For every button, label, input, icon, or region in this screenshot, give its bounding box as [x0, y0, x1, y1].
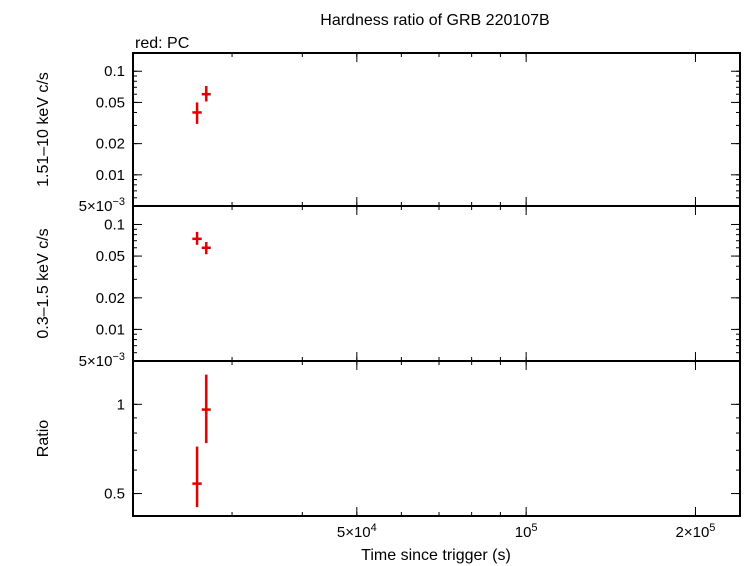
y-tick-label: 1 [117, 396, 125, 413]
chart-panels: 0.10.050.020.015×10−31.51–10 keV c/s0.10… [35, 52, 741, 541]
y-tick-label: 0.05 [96, 94, 125, 111]
panel-frame [132, 205, 741, 362]
panel-ratio: 1 0.5 Ratio [35, 360, 741, 517]
data-point [192, 446, 202, 508]
y-tick-label: 0.01 [96, 167, 125, 184]
data-point [201, 86, 211, 102]
y-tick-label: 0.01 [96, 321, 125, 338]
y-axis-label-ratio: Ratio [35, 420, 52, 457]
x-axis-label: Time since trigger (s) [361, 547, 511, 564]
data-point [192, 231, 202, 245]
y-tick-label: 0.1 [104, 216, 125, 233]
panel-soft: 0.1 0.05 0.02 0.01 5×10−3 0.3–1.5 keV c/s [35, 205, 741, 370]
chart-title: Hardness ratio of GRB 220107B [320, 12, 549, 29]
x-tick-label: 105 [515, 522, 538, 541]
data-point [201, 374, 211, 444]
panel-frame [132, 360, 741, 517]
y-tick-label: 0.5 [104, 486, 125, 503]
panel-frame [132, 52, 741, 207]
data-point [201, 242, 211, 255]
chart-subtitle: red: PC [135, 35, 189, 52]
y-axis-label-soft: 0.3–1.5 keV c/s [35, 228, 52, 338]
panel-hard: 0.1 0.05 0.02 0.01 5×10−3 1.51–10 keV c/s [35, 52, 741, 215]
y-axis-label-hard: 1.51–10 keV c/s [35, 72, 52, 187]
y-tick-label: 0.1 [104, 63, 125, 80]
x-tick-label: 2×105 [676, 522, 716, 541]
y-tick-label: 0.05 [96, 248, 125, 265]
data-point [192, 102, 202, 124]
y-tick-label: 0.02 [96, 290, 125, 307]
x-tick-label: 5×104 [337, 522, 377, 541]
y-tick-label: 5×10−3 [79, 196, 125, 215]
y-tick-label: 5×10−3 [79, 351, 125, 370]
y-tick-label: 0.02 [96, 136, 125, 153]
